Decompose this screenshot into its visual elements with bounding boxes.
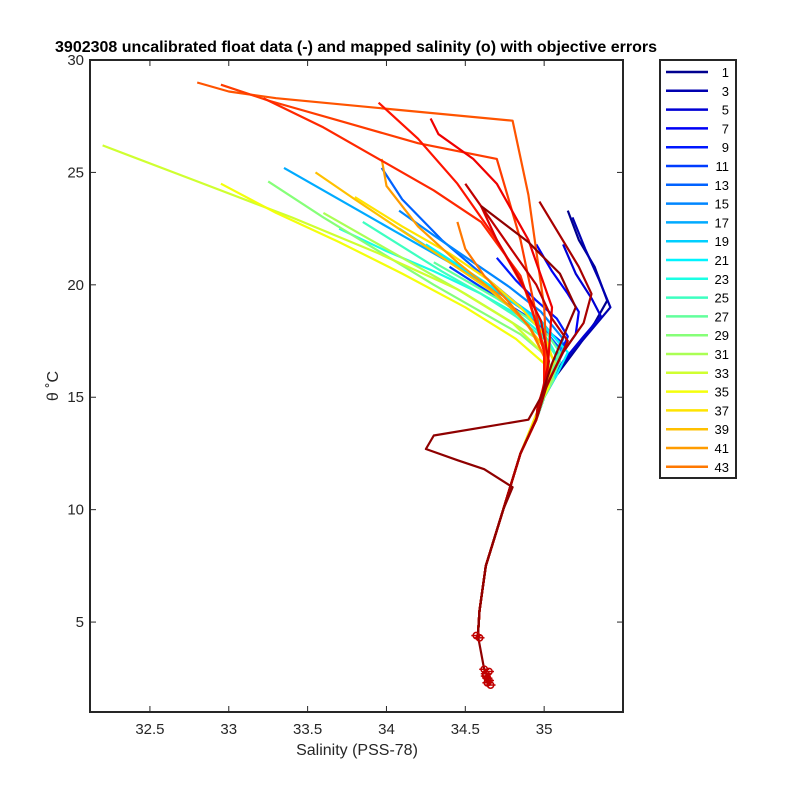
y-tick-label: 10 <box>67 502 84 519</box>
plot-frame <box>89 59 624 713</box>
legend-label: 9 <box>722 140 729 155</box>
y-axis-ticks: 5 10 15 20 25 30 <box>67 52 623 631</box>
legend-label: 7 <box>722 121 729 136</box>
legend-label: 35 <box>715 385 729 400</box>
y-tick-label: 25 <box>67 164 84 181</box>
x-axis-ticks: 32.5 33 33.5 34 34.5 35 <box>135 60 552 738</box>
legend-label: 39 <box>715 422 729 437</box>
legend-label: 11 <box>716 159 730 174</box>
chart-title: 3902308 uncalibrated float data (-) and … <box>55 39 657 56</box>
legend-label: 13 <box>715 178 729 193</box>
plot-area <box>90 60 623 712</box>
legend-label: 5 <box>722 103 729 118</box>
x-tick-label: 34.5 <box>451 721 480 738</box>
x-tick-label: 32.5 <box>135 721 164 738</box>
legend-label: 15 <box>715 197 729 212</box>
legend-label: 19 <box>715 234 729 249</box>
y-tick-label: 5 <box>76 614 84 631</box>
legend-label: 17 <box>715 215 729 230</box>
legend-label: 31 <box>715 347 729 362</box>
y-tick-label: 20 <box>67 277 84 294</box>
series-layer <box>102 81 612 681</box>
y-tick-label: 30 <box>67 52 84 69</box>
x-tick-label: 35 <box>536 721 553 738</box>
legend-label: 21 <box>715 253 729 268</box>
y-tick-label: 15 <box>67 389 84 406</box>
legend-label: 3 <box>722 84 729 99</box>
legend-label: 33 <box>715 366 729 381</box>
legend-box <box>659 59 737 479</box>
legend-label: 25 <box>715 291 729 306</box>
x-axis-label: Salinity (PSS-78) <box>296 742 418 759</box>
mapped-salinity-layer <box>471 631 496 689</box>
profile-line-52 <box>424 205 577 681</box>
legend-label: 43 <box>715 460 729 475</box>
legend-label: 41 <box>715 441 729 456</box>
legend-label: 23 <box>715 272 729 287</box>
x-tick-label: 33 <box>220 721 237 738</box>
legend-label: 29 <box>715 328 729 343</box>
y-axis-label: θ ˚C <box>45 371 62 401</box>
legend-label: 1 <box>722 65 729 80</box>
x-tick-label: 33.5 <box>293 721 322 738</box>
x-tick-label: 34 <box>378 721 395 738</box>
legend-label: 37 <box>715 403 729 418</box>
legend-label: 27 <box>715 309 729 324</box>
